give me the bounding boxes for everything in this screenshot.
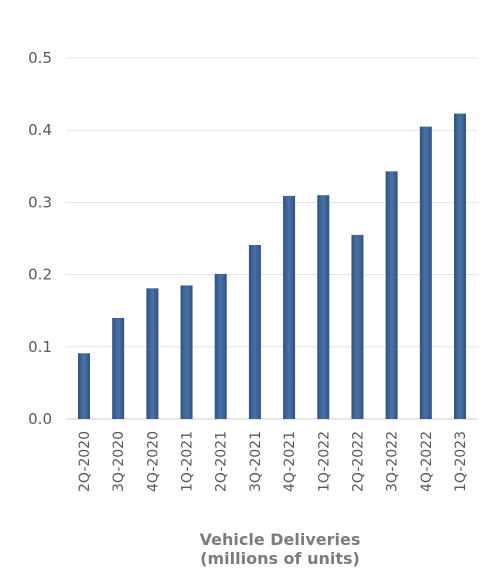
y-tick-label: 0.3 [28,193,52,211]
x-tick-label: 1Q-2021 [180,431,196,492]
x-axis-label-line2: (millions of units) [200,549,360,568]
y-tick-label: 0.0 [28,410,52,428]
x-tick-label: 1Q-2023 [453,431,469,492]
bar [248,244,261,419]
y-tick-label: 0.2 [28,266,52,284]
bars [78,113,466,420]
x-axis-label: Vehicle Deliveries (millions of units) [0,530,488,568]
x-tick-label: 3Q-2020 [111,431,127,492]
x-tick-label: 4Q-2020 [145,431,161,492]
x-axis-categories: 2Q-2020 3Q-2020 4Q-2020 1Q-2021 2Q-2021 3Q-20… [77,431,469,492]
bar [214,273,227,419]
bar [385,171,398,419]
x-axis-label-line1: Vehicle Deliveries [199,530,361,549]
x-tick-label: 3Q-2021 [248,431,264,492]
x-tick-label: 2Q-2021 [214,431,230,492]
bar [146,288,159,419]
bar [351,234,364,419]
x-tick-label: 4Q-2021 [282,431,298,492]
bar [112,317,125,419]
x-tick-label: 1Q-2022 [316,431,332,492]
bar [454,113,466,420]
y-tick-label: 0.5 [28,49,52,67]
bar [317,195,330,419]
x-tick-label: 4Q-2022 [419,431,435,492]
bar [78,353,90,419]
x-tick-label: 3Q-2022 [385,431,401,492]
bar [180,285,193,419]
y-axis-ticks: 0.0 0.1 0.2 0.3 0.4 0.5 [28,49,52,428]
gridlines [66,57,478,420]
y-tick-label: 0.4 [28,121,52,139]
bar [283,195,296,419]
x-tick-label: 2Q-2020 [77,431,93,492]
y-tick-label: 0.1 [28,338,52,356]
x-tick-label: 2Q-2022 [350,431,366,492]
bar [419,126,432,419]
